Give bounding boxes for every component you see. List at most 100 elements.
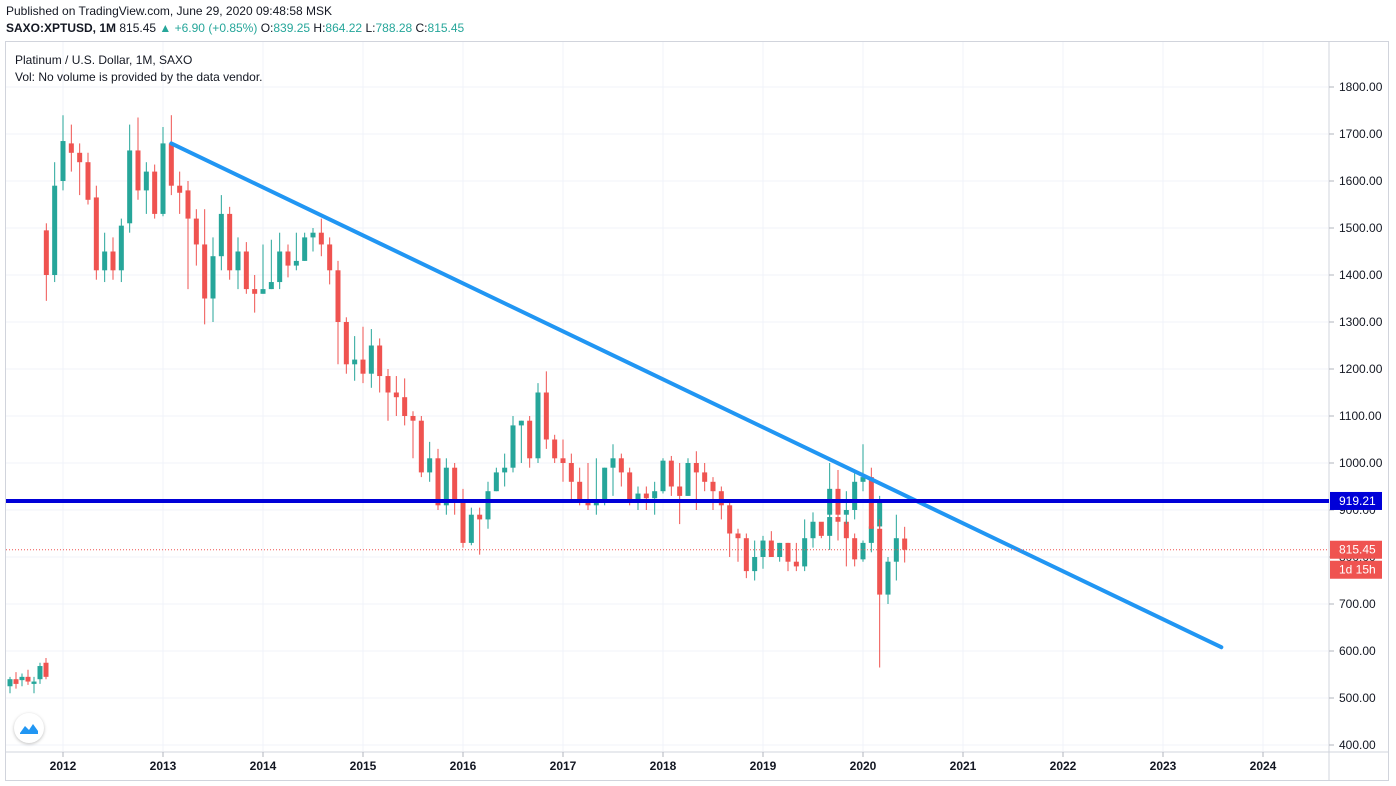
candle [877, 519, 883, 668]
candle-body [343, 322, 349, 365]
candle [202, 209, 208, 325]
candle [543, 371, 549, 449]
candle [352, 336, 358, 381]
candle [193, 209, 199, 266]
candle [552, 434, 558, 463]
candle-body [810, 521, 816, 539]
candle-body [93, 197, 99, 271]
candle-body [327, 244, 333, 271]
close-value: 815.45 [427, 21, 465, 35]
candle [152, 164, 158, 219]
y-tick-label: 1700.00 [1339, 127, 1383, 141]
candle [177, 171, 183, 214]
candle-body [685, 463, 691, 496]
candle [568, 453, 574, 501]
candle [402, 378, 408, 426]
candle-body [43, 230, 49, 275]
candle-body [543, 392, 549, 440]
candle-body [860, 477, 866, 482]
candle [768, 531, 774, 557]
candle [360, 326, 366, 384]
candle-body [427, 458, 433, 473]
symbol-name: SAXO:XPTUSD, 1M [6, 21, 117, 35]
candle-body [127, 150, 133, 224]
candle [618, 453, 624, 487]
candle [260, 244, 266, 294]
candle [485, 481, 491, 529]
candle-body [118, 225, 124, 271]
candle [493, 467, 499, 492]
candle-body [752, 557, 758, 572]
candle [410, 411, 416, 459]
candle-body [368, 345, 374, 374]
candle-body [743, 538, 749, 572]
time-axis: 2012 2013 2014 2015 2016 2017 2018 2019 2020 2021… [50, 752, 1277, 773]
candle-body [568, 463, 574, 482]
candle [743, 533, 749, 579]
candle-body [168, 143, 174, 186]
candle-body [393, 392, 399, 398]
y-tick-label: 1600.00 [1339, 174, 1383, 188]
candle [127, 124, 133, 233]
x-tick-label: 2012 [50, 759, 77, 773]
low-value: 788.28 [375, 21, 413, 35]
candle-body [760, 540, 766, 557]
candle-body [677, 486, 683, 496]
countdown-tag: 1d 15h [1330, 560, 1382, 579]
candle-body [335, 270, 341, 322]
candle [318, 218, 324, 257]
candle [610, 444, 616, 496]
candle-body [13, 679, 19, 684]
x-tick-label: 2020 [850, 759, 877, 773]
x-tick-label: 2019 [750, 759, 777, 773]
candle-body [302, 237, 308, 261]
candle-body [843, 510, 849, 515]
candle-body [285, 251, 291, 266]
candle-body [43, 662, 49, 677]
candle [752, 540, 758, 581]
y-tick-label: 500.00 [1339, 691, 1376, 705]
candle-body [260, 289, 266, 294]
candle-body [385, 376, 391, 393]
candle [77, 143, 83, 196]
level-price-tag-text: 919.21 [1339, 494, 1376, 508]
candle-body [818, 521, 824, 536]
candle-body [627, 472, 633, 501]
candle [210, 237, 216, 322]
candle [85, 152, 91, 205]
candle [685, 458, 691, 496]
candle [802, 519, 808, 572]
y-tick-label: 1800.00 [1339, 80, 1383, 94]
candle-body [793, 561, 799, 567]
candle-body [718, 491, 724, 506]
tradingview-logo[interactable] [14, 713, 44, 743]
candle-body [293, 260, 299, 266]
candle [37, 662, 43, 684]
candle-body [535, 392, 541, 459]
candle-body [577, 481, 583, 501]
candle-body [85, 162, 91, 200]
candle [293, 232, 299, 271]
candle-body [268, 282, 274, 290]
candle [852, 533, 858, 567]
candle [710, 477, 716, 510]
candle-body [602, 467, 608, 501]
last-price-tag-text: 815.45 [1339, 543, 1376, 557]
candle [427, 441, 433, 482]
candle-body [177, 185, 183, 193]
candle-body [777, 542, 783, 557]
candle [285, 244, 291, 278]
candle [660, 458, 666, 494]
open-label: O: [260, 21, 274, 35]
candle-body [877, 528, 883, 595]
candle-body [660, 460, 666, 492]
candle [268, 239, 274, 290]
candle-body [702, 472, 708, 482]
candle [31, 676, 37, 694]
candle-body [52, 185, 58, 275]
candle-body [252, 289, 258, 294]
candle [643, 486, 649, 510]
candle [860, 540, 866, 562]
candle [19, 673, 25, 687]
